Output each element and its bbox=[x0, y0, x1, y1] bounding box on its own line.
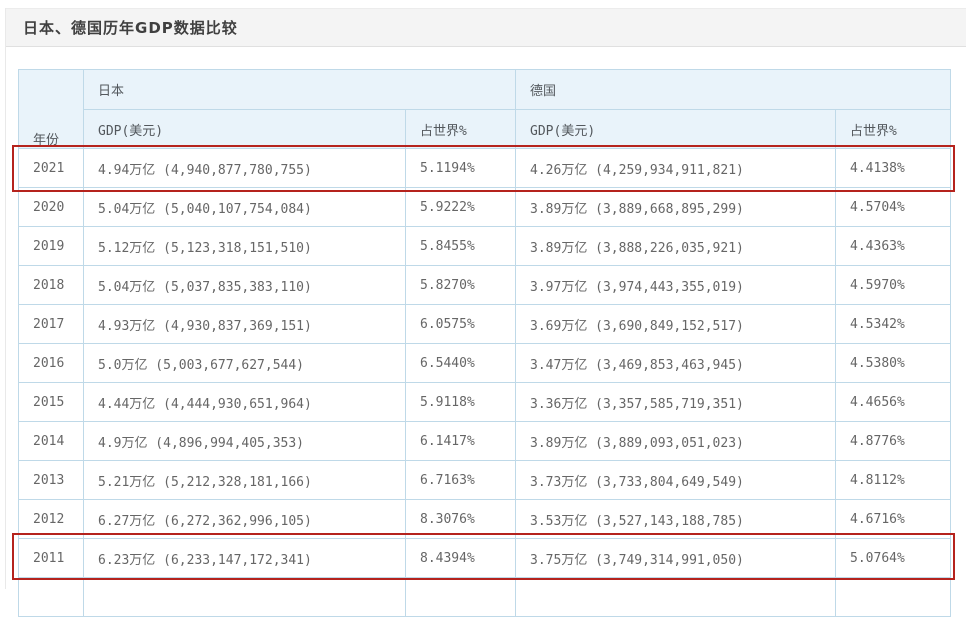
japan-gdp-cell: 4.9万亿 (4,896,994,405,353) bbox=[83, 421, 406, 461]
germany-share-cell: 4.5704% bbox=[835, 187, 952, 227]
year-cell: 2020 bbox=[18, 187, 84, 227]
germany-share-cell: 5.0764% bbox=[835, 538, 952, 578]
table-row-2021: 2021 4.94万亿 (4,940,877,780,755) 5.1194% … bbox=[18, 148, 952, 188]
japan-gdp-column-header: GDP(美元) bbox=[83, 109, 406, 149]
japan-share-cell bbox=[404, 577, 517, 617]
japan-gdp-cell: 4.44万亿 (4,444,930,651,964) bbox=[83, 382, 406, 422]
germany-share-cell: 4.4138% bbox=[835, 148, 952, 188]
japan-share-cell: 8.4394% bbox=[404, 538, 517, 578]
table-row-2011: 2011 6.23万亿 (6,233,147,172,341) 8.4394% … bbox=[18, 538, 952, 578]
germany-share-cell: 4.4656% bbox=[835, 382, 952, 422]
germany-share-cell: 4.8776% bbox=[835, 421, 952, 461]
japan-share-cell: 5.1194% bbox=[404, 148, 517, 188]
year-cell: 2021 bbox=[18, 148, 84, 188]
table-row-2017: 2017 4.93万亿 (4,930,837,369,151) 6.0575% … bbox=[18, 304, 952, 344]
japan-gdp-cell: 5.0万亿 (5,003,677,627,544) bbox=[83, 343, 406, 383]
japan-gdp-cell bbox=[83, 577, 406, 617]
japan-share-cell: 8.3076% bbox=[404, 499, 517, 539]
japan-share-cell: 5.8270% bbox=[404, 265, 517, 305]
table-row-2015: 2015 4.44万亿 (4,444,930,651,964) 5.9118% … bbox=[18, 382, 952, 422]
table-row-2019: 2019 5.12万亿 (5,123,318,151,510) 5.8455% … bbox=[18, 226, 952, 266]
table-row-2020: 2020 5.04万亿 (5,040,107,754,084) 5.9222% … bbox=[18, 187, 952, 227]
germany-share-cell bbox=[835, 577, 952, 617]
table-group-header-row: 年份 日本 德国 bbox=[18, 69, 952, 149]
japan-share-cell: 5.9118% bbox=[404, 382, 517, 422]
year-cell: 2014 bbox=[18, 421, 84, 461]
japan-gdp-cell: 5.21万亿 (5,212,328,181,166) bbox=[83, 460, 406, 500]
year-cell: 2016 bbox=[18, 343, 84, 383]
germany-share-cell: 4.4363% bbox=[835, 226, 952, 266]
japan-share-cell: 6.7163% bbox=[404, 460, 517, 500]
year-cell: 2012 bbox=[18, 499, 84, 539]
gdp-comparison-table: 年份 日本 德国 GDP(美元) 占世界% GDP(美元) 占世界% 2021 … bbox=[18, 69, 952, 617]
germany-group-header: 德国 bbox=[515, 69, 952, 110]
germany-gdp-cell: 3.97万亿 (3,974,443,355,019) bbox=[515, 265, 837, 305]
germany-gdp-cell: 4.26万亿 (4,259,934,911,821) bbox=[515, 148, 837, 188]
year-cell: 2019 bbox=[18, 226, 84, 266]
table-row-2018: 2018 5.04万亿 (5,037,835,383,110) 5.8270% … bbox=[18, 265, 952, 305]
table-row-2014: 2014 4.9万亿 (4,896,994,405,353) 6.1417% 3… bbox=[18, 421, 952, 461]
germany-gdp-column-header: GDP(美元) bbox=[515, 109, 837, 149]
japan-share-cell: 6.0575% bbox=[404, 304, 517, 344]
japan-gdp-cell: 5.12万亿 (5,123,318,151,510) bbox=[83, 226, 406, 266]
germany-gdp-cell: 3.89万亿 (3,889,093,051,023) bbox=[515, 421, 837, 461]
germany-gdp-cell bbox=[515, 577, 837, 617]
year-cell: 2015 bbox=[18, 382, 84, 422]
japan-share-cell: 5.9222% bbox=[404, 187, 517, 227]
germany-gdp-cell: 3.89万亿 (3,888,226,035,921) bbox=[515, 226, 837, 266]
year-cell bbox=[18, 577, 84, 617]
japan-gdp-cell: 5.04万亿 (5,037,835,383,110) bbox=[83, 265, 406, 305]
table-row-2013: 2013 5.21万亿 (5,212,328,181,166) 6.7163% … bbox=[18, 460, 952, 500]
germany-share-cell: 4.5342% bbox=[835, 304, 952, 344]
germany-gdp-cell: 3.47万亿 (3,469,853,463,945) bbox=[515, 343, 837, 383]
japan-share-cell: 5.8455% bbox=[404, 226, 517, 266]
japan-share-cell: 6.5440% bbox=[404, 343, 517, 383]
germany-gdp-cell: 3.69万亿 (3,690,849,152,517) bbox=[515, 304, 837, 344]
japan-gdp-cell: 6.23万亿 (6,233,147,172,341) bbox=[83, 538, 406, 578]
germany-share-cell: 4.5380% bbox=[835, 343, 952, 383]
japan-share-column-header: 占世界% bbox=[404, 109, 517, 149]
year-cell: 2018 bbox=[18, 265, 84, 305]
table-row-2012: 2012 6.27万亿 (6,272,362,996,105) 8.3076% … bbox=[18, 499, 952, 539]
germany-gdp-cell: 3.73万亿 (3,733,804,649,549) bbox=[515, 460, 837, 500]
germany-gdp-cell: 3.89万亿 (3,889,668,895,299) bbox=[515, 187, 837, 227]
japan-gdp-cell: 4.93万亿 (4,930,837,369,151) bbox=[83, 304, 406, 344]
germany-gdp-cell: 3.75万亿 (3,749,314,991,050) bbox=[515, 538, 837, 578]
table-row-partial bbox=[18, 577, 952, 617]
page-title: 日本、德国历年GDP数据比较 bbox=[23, 19, 238, 37]
japan-share-cell: 6.1417% bbox=[404, 421, 517, 461]
japan-group-header: 日本 bbox=[82, 69, 517, 110]
germany-share-cell: 4.8112% bbox=[835, 460, 952, 500]
japan-gdp-cell: 4.94万亿 (4,940,877,780,755) bbox=[83, 148, 406, 188]
table-sub-header-row: GDP(美元) 占世界% GDP(美元) 占世界% bbox=[19, 109, 952, 149]
page-container: 日本、德国历年GDP数据比较 年份 日本 德国 GDP(美元) 占世界% GDP… bbox=[5, 8, 966, 617]
japan-gdp-cell: 6.27万亿 (6,272,362,996,105) bbox=[83, 499, 406, 539]
germany-share-cell: 4.6716% bbox=[835, 499, 952, 539]
germany-share-cell: 4.5970% bbox=[835, 265, 952, 305]
year-column-header: 年份 bbox=[18, 69, 84, 149]
year-cell: 2017 bbox=[18, 304, 84, 344]
japan-gdp-cell: 5.04万亿 (5,040,107,754,084) bbox=[83, 187, 406, 227]
germany-gdp-cell: 3.53万亿 (3,527,143,188,785) bbox=[515, 499, 837, 539]
germany-share-column-header: 占世界% bbox=[835, 109, 952, 149]
year-cell: 2011 bbox=[18, 538, 84, 578]
table-row-2016: 2016 5.0万亿 (5,003,677,627,544) 6.5440% 3… bbox=[18, 343, 952, 383]
title-bar: 日本、德国历年GDP数据比较 bbox=[6, 8, 966, 47]
germany-gdp-cell: 3.36万亿 (3,357,585,719,351) bbox=[515, 382, 837, 422]
year-cell: 2013 bbox=[18, 460, 84, 500]
